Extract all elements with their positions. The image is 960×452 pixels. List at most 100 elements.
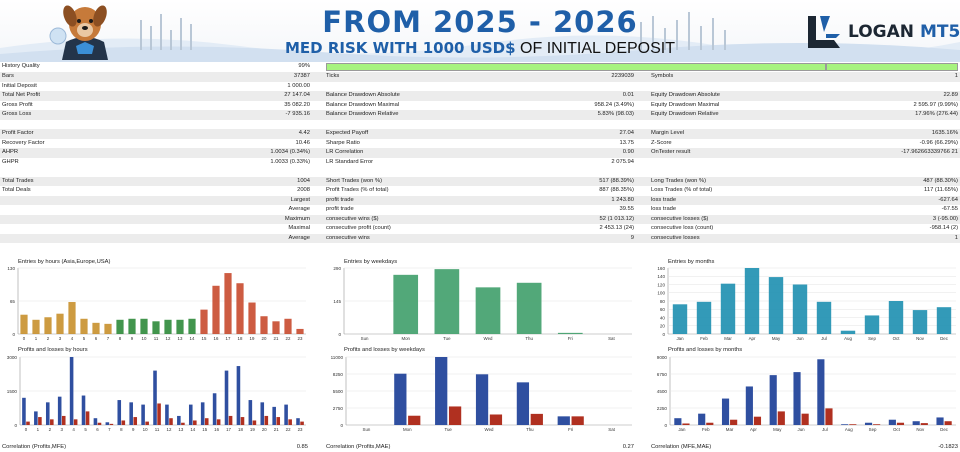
x-tick-label: Wed	[484, 336, 494, 341]
stats-row: AHPR 1.0034 (0.34%) LR Correlation 0.90 OnTe…	[0, 148, 960, 158]
profit-bar	[129, 402, 133, 425]
bar	[912, 310, 928, 334]
x-tick-label: Mar	[724, 336, 732, 341]
stat-value: 1.0033 (0.33%)	[270, 158, 310, 165]
bar	[696, 301, 712, 334]
y-tick-label: 140	[657, 274, 665, 279]
stats-row: Total Deals 2008 Profit Trades (% of total…	[0, 186, 960, 196]
profit-bar	[864, 422, 873, 425]
stat-value: 2239039	[611, 73, 634, 79]
loss-bar	[204, 418, 209, 425]
chart-svg: 160 140 120 100 80 60 40 20 0 Jan Feb Mar Apr May Jun J…	[657, 266, 956, 341]
stat-label: Balance Drawdown Relative	[326, 111, 399, 117]
stat-value: 0.90	[622, 149, 634, 155]
stats-row: Largest profit trade 1 243.80 loss trade -62…	[0, 195, 960, 205]
x-tick-label: 12	[167, 427, 172, 432]
bar	[176, 319, 184, 334]
bar	[557, 332, 583, 334]
y-tick-label: 9000	[657, 355, 668, 360]
stat-value: 27 147.04	[284, 92, 310, 98]
x-tick-label: 22	[286, 336, 291, 341]
stat-label: Profit Factor	[2, 130, 34, 136]
y-tick-label: 2750	[333, 406, 344, 411]
stat-value: 958.24 (3.49%)	[594, 101, 634, 108]
report-title: FROM 2025 - 2026	[322, 5, 638, 39]
x-tick-label: 7	[108, 427, 111, 432]
chart-title: Profits and losses by hours	[18, 347, 88, 353]
stat-label: Balance Drawdown Absolute	[326, 92, 400, 98]
bar	[744, 268, 760, 334]
loss-bar	[849, 424, 857, 425]
stat-value: 37387	[293, 73, 310, 79]
profit-bar	[81, 395, 86, 425]
loss-bar	[264, 415, 269, 425]
x-tick-label: Fri	[568, 427, 573, 432]
logo-word-logan: LOGAN	[848, 22, 915, 42]
profit-bar	[912, 421, 920, 425]
profit-bar	[936, 417, 944, 425]
profit-bar	[557, 416, 570, 425]
stat-value: 17.96% (276.44)	[915, 111, 958, 117]
stat-label: Short Trades (won %)	[326, 177, 383, 184]
loss-bar	[26, 421, 30, 425]
loss-bar	[489, 414, 503, 425]
x-tick-label: Tue	[443, 336, 451, 341]
bar	[768, 277, 784, 334]
correlation-profits-mae-label: Correlation (Profits,MAE)	[326, 444, 391, 450]
chart-title: Entries by months	[668, 259, 715, 265]
stats-row: Average profit trade 39.55 loss trade -67.55	[0, 205, 960, 215]
stats-row	[0, 167, 960, 177]
loss-bar	[38, 417, 42, 425]
x-tick-label: 22	[286, 427, 291, 432]
bar	[212, 285, 220, 334]
x-tick-label: May	[773, 427, 782, 432]
x-tick-label: 1	[37, 427, 40, 432]
bar	[393, 274, 419, 334]
x-tick-label: Aug	[844, 336, 852, 341]
x-tick-label: Jan	[676, 336, 684, 341]
stats-row: Profit Factor 4.42 Expected Payoff 27.04 Mar…	[0, 129, 960, 139]
x-tick-label: Feb	[700, 336, 708, 341]
y-tick-label: 6750	[657, 372, 668, 377]
report-banner: FROM 2025 - 2026 MED RISK WITH 1000 USD$…	[0, 0, 960, 62]
loss-bar	[61, 415, 66, 425]
profit-bar	[674, 418, 682, 425]
profit-bar	[841, 424, 849, 425]
stat-value: -17.962663339766 21	[901, 149, 958, 155]
stats-row: Maximal consecutive profit (count) 2 453.1…	[0, 224, 960, 234]
profit-bar	[200, 402, 205, 425]
loss-bar	[777, 411, 785, 425]
stat-value: 2 453.13 (24)	[599, 225, 634, 231]
profit-bar	[698, 413, 706, 425]
x-tick-label: 20	[262, 336, 267, 341]
profit-bar	[793, 372, 801, 425]
y-tick-label: 1500	[7, 389, 18, 394]
loss-bar	[801, 413, 809, 425]
profit-bar	[284, 404, 288, 425]
bar	[434, 269, 460, 334]
x-tick-label: 0	[25, 427, 28, 432]
bar	[188, 318, 196, 334]
stat-value: 0.01	[622, 92, 634, 98]
subtitle-risk: MED RISK WITH 1000 USD$	[284, 39, 516, 57]
x-tick-label: May	[772, 336, 781, 341]
stat-value: 52 (1 013.12)	[599, 215, 634, 222]
loss-bar	[873, 424, 881, 425]
stat-label: Equity Drawdown Maximal	[651, 101, 720, 108]
x-tick-label: 11	[154, 336, 159, 341]
stat-value: -7 935.16	[285, 111, 311, 117]
history-quality-bar-end	[826, 62, 958, 71]
profit-bar	[272, 406, 276, 425]
x-tick-label: 19	[250, 427, 255, 432]
stat-value: 10.46	[295, 139, 310, 146]
stat-value: 3 (-95.00)	[932, 215, 958, 222]
loss-bar	[448, 406, 462, 425]
loss-bar	[706, 422, 714, 425]
x-tick-label: Aug	[845, 427, 853, 432]
y-tick-label: 20	[660, 324, 666, 329]
subtitle-deposit: OF INITIAL DEPOSIT	[515, 40, 676, 57]
y-tick-label: 4500	[657, 389, 668, 394]
stat-label: Profit Trades (% of total)	[326, 187, 389, 193]
y-tick-label: 0	[338, 332, 341, 337]
